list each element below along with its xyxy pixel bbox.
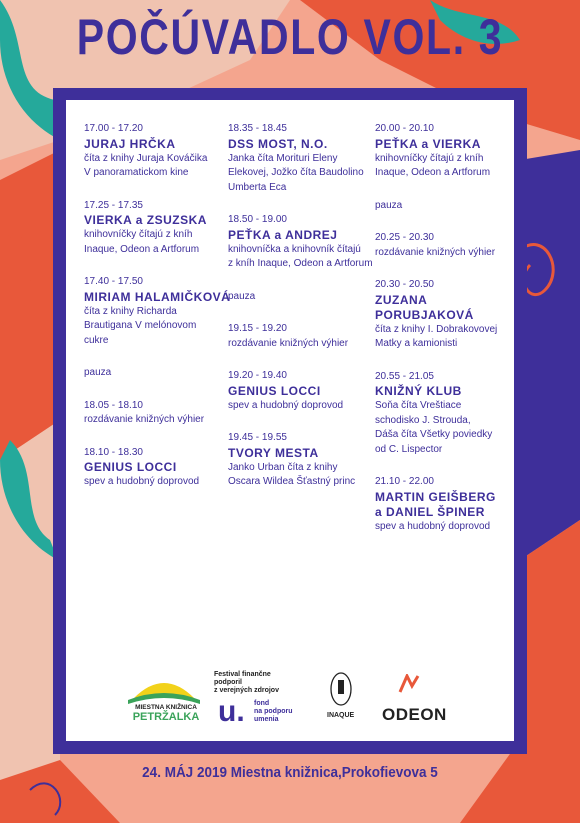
schedule-item: 21.10 - 22.00 MARTIN GEIŠBERG a DANIEL ŠP… (375, 476, 496, 532)
odeon-logo-icon (398, 674, 420, 693)
schedule-pause: pauza (375, 199, 403, 211)
schedule-column-2: 18.35 - 18.45 DSS MOST, N.O. Janka číta … (228, 122, 378, 508)
fund-note: Festival finančne podporil z verejných z… (214, 671, 279, 694)
schedule-pause: pauza (84, 367, 112, 378)
inaque-logo-text: INAQUE (327, 712, 355, 719)
schedule-pause: pauza (228, 290, 256, 302)
event-footer: 24. MÁJ 2019 Miestna knižnica,Prokofievo… (142, 764, 438, 781)
library-logo-line1: MIESTNA KNIŽNICA (135, 704, 197, 711)
schedule-item: 18.50 - 19.00 PEŤKA a ANDREJ knihovníčka… (228, 214, 373, 269)
schedule-item: 18.10 - 18.30 GENIUS LOCCI spev a hudobn… (84, 446, 200, 488)
inaque-logo-icon (330, 672, 352, 706)
fund-name: fond na podporu umenia (254, 700, 293, 723)
schedule-item: 17.25 - 17.35 VIERKA a ZSUZSKA knihovníč… (84, 199, 207, 255)
schedule-item: 20.55 - 21.05 KNIŽNÝ KLUB Soňa číta Vreš… (375, 370, 493, 455)
schedule-item: 19.20 - 19.40 GENIUS LOCCI spev a hudobn… (228, 370, 344, 411)
schedule-item: 19.15 - 19.20 rozdávanie knižných výhier (228, 323, 349, 349)
odeon-logo-text: ODEON (382, 705, 447, 724)
schedule-item: 17.40 - 17.50 MIRIAM HALAMIČKOVÁ číta z … (84, 276, 231, 346)
schedule-column-3: 20.00 - 20.10 PEŤKA a VIERKA knihovníčky… (375, 122, 525, 552)
fund-u-icon: u. (218, 695, 245, 728)
schedule-column-1: 17.00 - 17.20 JURAJ HRČKA číta z knihy J… (84, 122, 234, 508)
poster-title: POČÚVADLO VOL. 3 (76, 9, 504, 65)
schedule-item: 19.45 - 19.55 TVORY MESTA Janko Urban čí… (228, 432, 356, 487)
schedule-item: 20.30 - 20.50 ZUZANA PORUBJAKOVÁ číta z … (375, 279, 498, 349)
schedule-item: 18.05 - 18.10 rozdávanie knižných výhier (84, 399, 205, 426)
schedule-item: 18.35 - 18.45 DSS MOST, N.O. Janka číta … (228, 123, 364, 193)
schedule-item: 20.00 - 20.10 PEŤKA a VIERKA knihovníčky… (375, 123, 491, 178)
schedule-item: 17.00 - 17.20 JURAJ HRČKA číta z knihy J… (84, 123, 208, 178)
library-logo-line2: PETRŽALKA (132, 711, 200, 723)
schedule-item: 20.25 - 20.30 rozdávanie knižných výhier (375, 232, 496, 258)
library-logo (128, 683, 200, 704)
program-panel (66, 100, 514, 645)
